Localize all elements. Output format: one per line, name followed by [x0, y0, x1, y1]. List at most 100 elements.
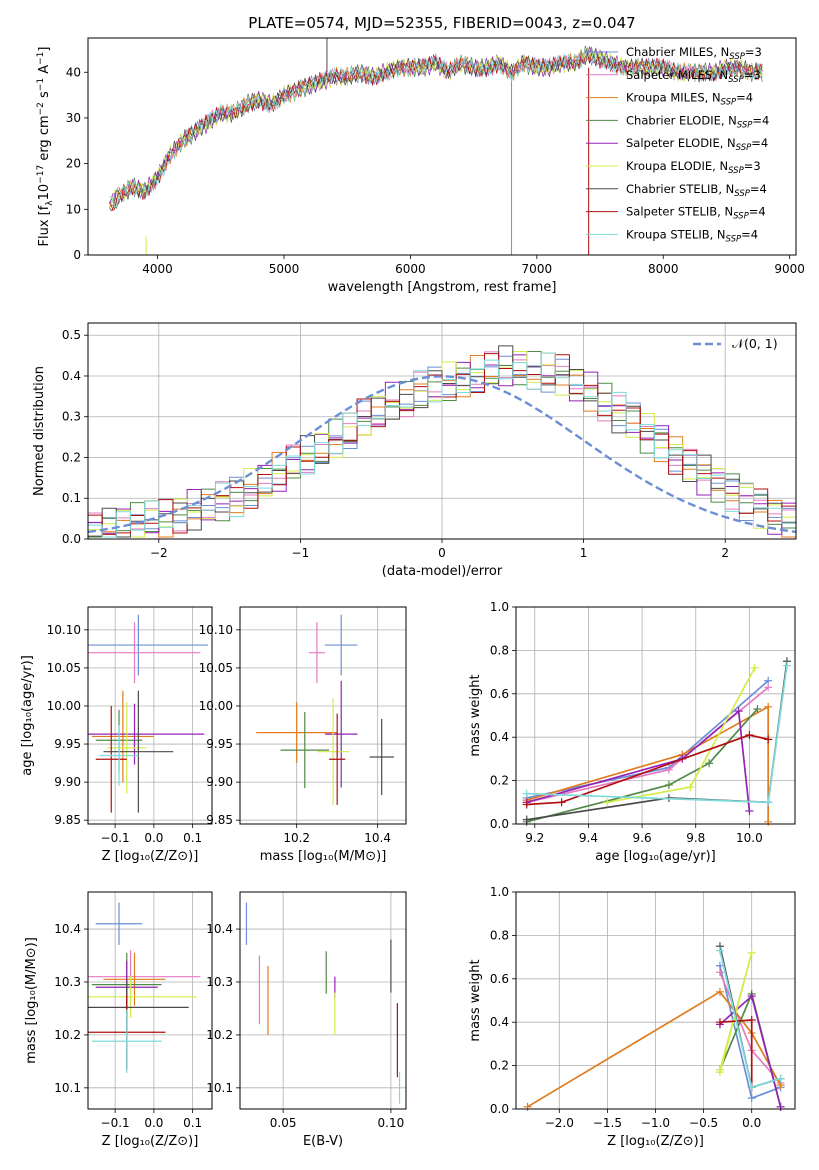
series-marker — [686, 783, 695, 792]
y-tick-label: 0.6 — [490, 972, 509, 986]
x-tick-label: −2.0 — [545, 1116, 574, 1130]
y-tick-label: 0.2 — [490, 774, 509, 788]
x-tick-label: 6000 — [395, 262, 426, 276]
x-tick-label: 9000 — [774, 262, 805, 276]
x-tick-label: 9.8 — [686, 831, 705, 845]
y-tick-label: 9.85 — [54, 813, 81, 827]
y-axis-label: Normed distribution — [32, 366, 47, 496]
x-axis-label: Z [log₁₀(Z/Z⊙)] — [102, 1134, 199, 1149]
series-marker — [705, 759, 714, 768]
errorbar-group — [88, 614, 209, 813]
x-axis-label: Z [log₁₀(Z/Z⊙)] — [607, 1134, 704, 1149]
y-tick-label: 0.5 — [62, 328, 81, 342]
x-axis-label: Z [log₁₀(Z/Z⊙)] — [102, 849, 199, 864]
series-line — [526, 734, 769, 806]
y-tick-label: 10.1 — [54, 1081, 81, 1095]
y-axis-label: mass weight — [468, 959, 483, 1041]
y-tick-label: 9.95 — [54, 737, 81, 751]
errorbar-point — [308, 622, 326, 684]
errorbar-point — [88, 614, 209, 676]
x-tick-label: 0.0 — [144, 831, 163, 845]
axes-frame — [87, 322, 797, 540]
y-tick-label: 0.8 — [490, 928, 509, 942]
x-tick-label: 1 — [580, 546, 588, 560]
x-tick-label: −1.0 — [641, 1116, 670, 1130]
series-marker — [603, 798, 612, 807]
series-marker — [764, 735, 773, 744]
axes-frame — [87, 606, 213, 825]
series-marker — [764, 702, 773, 711]
y-tick-label: 30 — [66, 111, 81, 125]
x-tick-label: 0.1 — [183, 1116, 202, 1130]
errorbar-point — [88, 703, 205, 765]
histogram-series — [88, 352, 796, 538]
x-tick-label: −0.5 — [689, 1116, 718, 1130]
y-tick-label: 10.00 — [199, 699, 233, 713]
errorbar-point — [91, 690, 154, 783]
y-axis-label: Flux [fλ10−17 erg cm−2 s−1 A−1] — [36, 47, 55, 247]
axes-frame — [87, 891, 213, 1110]
x-tick-label: 9.4 — [579, 831, 598, 845]
x-axis-label: age [log₁₀(age/yr)] — [595, 849, 716, 864]
x-tick-label: −1 — [292, 546, 310, 560]
y-tick-label: 0.0 — [490, 1102, 509, 1116]
series-line — [719, 950, 781, 1089]
errorbar-point — [329, 713, 346, 805]
y-tick-label: 10.1 — [206, 1081, 233, 1095]
x-tick-label: 4000 — [142, 262, 173, 276]
x-axis-label: E(B-V) — [303, 1134, 343, 1149]
y-tick-label: 1.0 — [490, 885, 509, 899]
y-tick-label: 10.05 — [199, 661, 233, 675]
y-tick-label: 10.3 — [54, 975, 81, 989]
errorbar-point — [88, 622, 201, 684]
series-marker — [734, 707, 743, 716]
x-tick-label: 5000 — [269, 262, 300, 276]
y-tick-label: 40 — [66, 65, 81, 79]
y-tick-label: 0.0 — [62, 532, 81, 546]
y-tick-label: 0.0 — [490, 817, 509, 831]
series-line — [526, 705, 770, 822]
legend-label: Chabrier MILES, NSSP=3 — [626, 45, 762, 62]
errorbar-group — [256, 614, 394, 805]
y-tick-label: 0.3 — [62, 410, 81, 424]
series-line — [607, 667, 756, 804]
y-tick-label: 10.10 — [47, 623, 81, 637]
x-tick-label: 10.0 — [736, 831, 763, 845]
spectrum-series — [109, 51, 763, 209]
y-tick-label: 10.2 — [54, 1028, 81, 1042]
series-marker — [745, 731, 754, 740]
errorbar-group — [88, 902, 201, 1074]
y-tick-label: 10.2 — [206, 1028, 233, 1042]
y-tick-label: 10.4 — [54, 922, 81, 936]
errorbar-point — [369, 718, 394, 796]
series-marker — [715, 1018, 724, 1027]
series-marker — [764, 683, 773, 692]
errorbar-point — [95, 705, 127, 813]
errorbar-point — [316, 698, 350, 805]
y-axis-label: mass weight — [468, 674, 483, 756]
series-marker — [715, 987, 724, 996]
legend-label: Kroupa MILES, NSSP=4 — [626, 91, 753, 108]
y-tick-label: 1.0 — [490, 600, 509, 614]
series-marker — [747, 1083, 756, 1092]
series-marker — [715, 946, 724, 955]
y-tick-label: 0 — [73, 248, 81, 262]
x-tick-label: 0.0 — [742, 1116, 761, 1130]
series-marker — [557, 798, 566, 807]
y-tick-label: 9.85 — [206, 813, 233, 827]
legend-label: Salpeter ELODIE, NSSP=4 — [626, 136, 768, 153]
y-tick-label: 0.4 — [490, 730, 509, 744]
series-line — [526, 709, 751, 812]
y-tick-label: 0.2 — [62, 450, 81, 464]
series-marker — [664, 765, 673, 774]
series-marker — [522, 800, 531, 809]
legend-label: Kroupa STELIB, NSSP=4 — [626, 227, 758, 244]
y-tick-label: 10 — [66, 202, 81, 216]
series-marker — [747, 1016, 756, 1025]
series-marker — [747, 948, 756, 957]
legend-label: Kroupa ELODIE, NSSP=3 — [626, 159, 761, 176]
y-tick-label: 10.3 — [206, 975, 233, 989]
errorbar-point — [99, 725, 139, 786]
x-tick-label: −0.1 — [101, 831, 130, 845]
x-axis-label: (data-model)/error — [382, 564, 503, 579]
